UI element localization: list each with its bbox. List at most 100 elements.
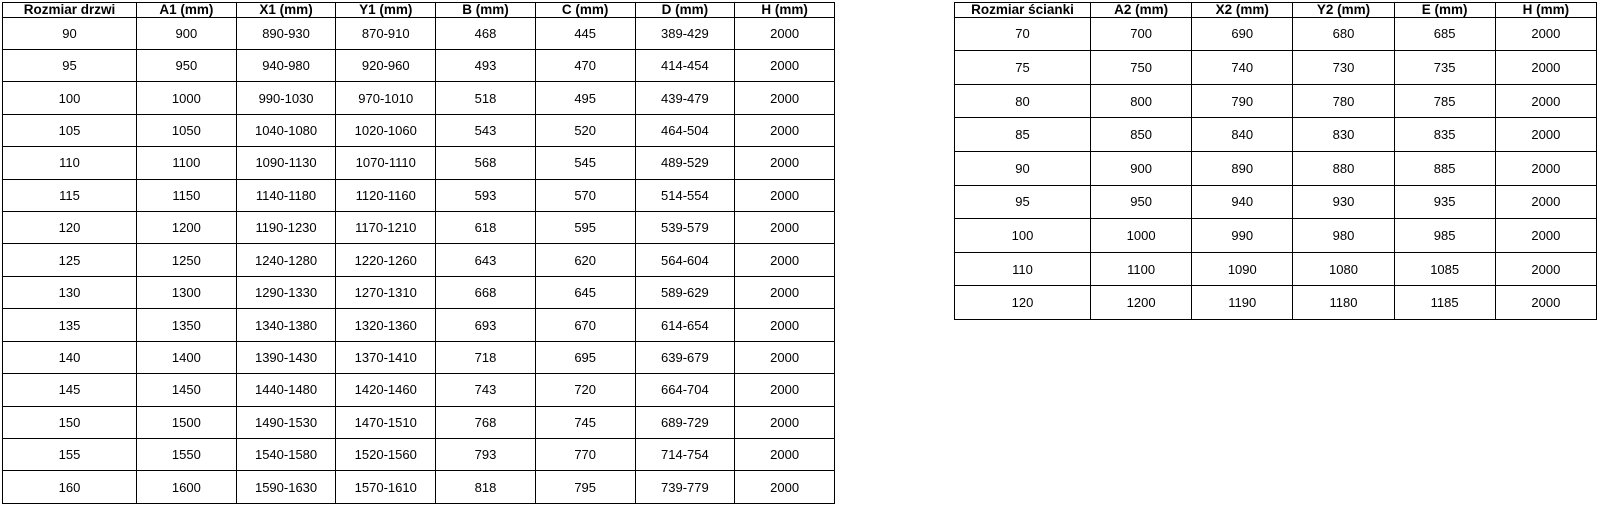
table-cell: 990-1030 [235, 81, 337, 115]
table-cell: 780 [1292, 83, 1395, 119]
table-row: 130 1300 1290-1330 1270-1310 668 645 589-629 20… [2, 275, 835, 310]
table-row: 75 750 740 730 735 2000 [954, 50, 1598, 85]
table-row: 150 1500 1490-1530 1470-1510 768 745 689-729 20… [2, 405, 835, 439]
table-cell: 2000 [734, 340, 835, 375]
table-cell: 2000 [1494, 50, 1598, 85]
table-cell: 115 [2, 178, 137, 213]
table-cell: 2000 [734, 146, 835, 180]
table-cell: 120 [954, 285, 1091, 320]
table-cell: 714-754 [634, 437, 736, 472]
column-header: C (mm) [534, 2, 636, 18]
table-cell: 680 [1292, 16, 1395, 52]
table-cell: 1000 [136, 81, 237, 115]
column-header: Rozmiar ścianki [954, 2, 1091, 18]
table-cell: 125 [2, 243, 137, 277]
table-cell: 785 [1393, 83, 1496, 119]
column-header: X2 (mm) [1191, 2, 1294, 18]
table-cell: 950 [136, 48, 237, 83]
table-cell: 1350 [136, 308, 237, 342]
header-row: Rozmiar drzwi A1 (mm) X1 (mm) Y1 (mm) B (mm)… [2, 2, 835, 18]
table-cell: 80 [954, 83, 1091, 119]
table-cell: 100 [954, 218, 1091, 253]
table-cell: 439-479 [634, 81, 736, 115]
table-row: 145 1450 1440-1480 1420-1460 743 720 664-704 20… [2, 373, 835, 407]
table-cell: 818 [435, 470, 536, 504]
table-cell: 900 [1089, 150, 1193, 186]
table-row: 120 1200 1190 1180 1185 2000 [954, 285, 1598, 320]
table-cell: 690 [1191, 16, 1294, 52]
wall-sizes-table: Rozmiar ścianki A2 (mm) X2 (mm) Y2 (mm) E (m… [954, 2, 1598, 320]
table-cell: 2000 [1494, 117, 1598, 152]
table-cell: 1200 [1089, 285, 1193, 320]
table-cell: 1450 [136, 373, 237, 407]
table-row: 90 900 890-930 870-910 468 445 389-429 2000 [2, 16, 835, 50]
table-cell: 870-910 [335, 16, 437, 50]
table-cell: 2000 [1494, 16, 1598, 52]
table-cell: 95 [954, 184, 1091, 220]
table-cell: 1470-1510 [335, 405, 437, 439]
table-cell: 110 [2, 146, 137, 180]
column-header: B (mm) [435, 2, 536, 18]
table-cell: 743 [435, 373, 536, 407]
column-header: Y2 (mm) [1292, 2, 1395, 18]
table-cell: 1070-1110 [335, 146, 437, 180]
table-cell: 2000 [734, 211, 835, 245]
table-cell: 2000 [734, 113, 835, 148]
table-cell: 1600 [136, 470, 237, 504]
table-cell: 470 [534, 48, 636, 83]
table-row: 80 800 790 780 785 2000 [954, 83, 1598, 119]
table-cell: 1180 [1292, 285, 1395, 320]
table-cell: 695 [534, 340, 636, 375]
table-cell: 793 [435, 437, 536, 472]
table-row: 100 1000 990 980 985 2000 [954, 218, 1598, 253]
table-cell: 670 [534, 308, 636, 342]
table-cell: 618 [435, 211, 536, 245]
table-cell: 1020-1060 [335, 113, 437, 148]
table-cell: 1190-1230 [235, 211, 337, 245]
table-cell: 720 [534, 373, 636, 407]
table-cell: 2000 [734, 437, 835, 472]
table-cell: 700 [1089, 16, 1193, 52]
table-row: 140 1400 1390-1430 1370-1410 718 695 639-679 20… [2, 340, 835, 375]
table-cell: 543 [435, 113, 536, 148]
table-cell: 880 [1292, 150, 1395, 186]
table-cell: 1540-1580 [235, 437, 337, 472]
table-cell: 1240-1280 [235, 243, 337, 277]
table-cell: 1490-1530 [235, 405, 337, 439]
table-cell: 970-1010 [335, 81, 437, 115]
table-cell: 645 [534, 275, 636, 310]
table-cell: 735 [1393, 50, 1496, 85]
table-cell: 1100 [136, 146, 237, 180]
table-cell: 1080 [1292, 251, 1395, 287]
table-cell: 2000 [1494, 218, 1598, 253]
table-cell: 1550 [136, 437, 237, 472]
table-cell: 730 [1292, 50, 1395, 85]
table-row: 110 1100 1090 1080 1085 2000 [954, 251, 1598, 287]
table-cell: 1400 [136, 340, 237, 375]
table-cell: 140 [2, 340, 137, 375]
table-cell: 1500 [136, 405, 237, 439]
table-cell: 980 [1292, 218, 1395, 253]
table-cell: 643 [435, 243, 536, 277]
table-cell: 1270-1310 [335, 275, 437, 310]
table-cell: 1090-1130 [235, 146, 337, 180]
table-cell: 1390-1430 [235, 340, 337, 375]
table-row: 95 950 940 930 935 2000 [954, 184, 1598, 220]
table-row: 110 1100 1090-1130 1070-1110 568 545 489-529 20… [2, 146, 835, 180]
table-cell: 539-579 [634, 211, 736, 245]
table-cell: 414-454 [634, 48, 736, 83]
table-cell: 2000 [734, 405, 835, 439]
table-cell: 2000 [734, 243, 835, 277]
table-cell: 70 [954, 16, 1091, 52]
table-cell: 930 [1292, 184, 1395, 220]
table-cell: 1570-1610 [335, 470, 437, 504]
column-header: D (mm) [634, 2, 736, 18]
table-cell: 940 [1191, 184, 1294, 220]
table-cell: 1300 [136, 275, 237, 310]
table-cell: 768 [435, 405, 536, 439]
table-row: 100 1000 990-1030 970-1010 518 495 439-479 2000 [2, 81, 835, 115]
table-row: 160 1600 1590-1630 1570-1610 818 795 739-779 20… [2, 470, 835, 504]
table-cell: 985 [1393, 218, 1496, 253]
table-cell: 689-729 [634, 405, 736, 439]
table-cell: 885 [1393, 150, 1496, 186]
